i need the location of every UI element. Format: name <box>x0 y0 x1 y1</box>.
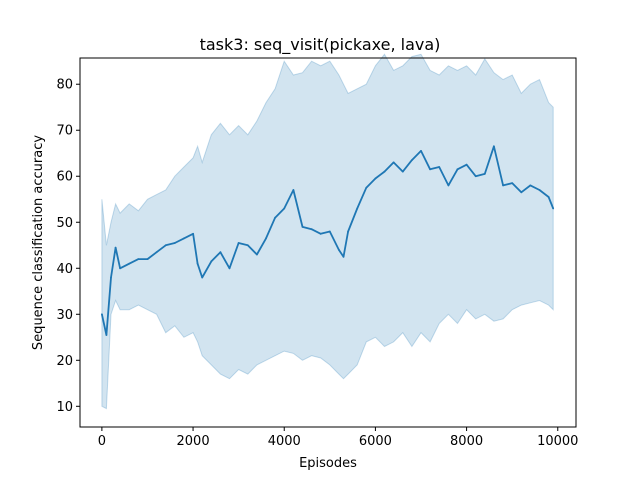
data-point <box>319 232 322 235</box>
data-point <box>347 230 349 233</box>
y-tick-label: 80 <box>56 78 73 93</box>
data-point <box>137 258 140 260</box>
data-point <box>338 249 340 251</box>
x-tick-label: 6000 <box>359 434 392 449</box>
data-point <box>101 313 103 316</box>
data-point <box>110 276 112 279</box>
data-point <box>246 244 249 247</box>
data-point <box>483 173 486 175</box>
data-point <box>511 182 514 185</box>
data-point <box>383 170 386 173</box>
y-tick-label: 40 <box>56 262 73 277</box>
axis-ticks: 0 2000 4000 6000 8000 10000 10 20 30 40 50 60 70 80 <box>56 78 578 449</box>
chart-title: task3: seq_visit(pickaxe, lava) <box>200 35 441 55</box>
data-point <box>146 258 149 260</box>
data-point <box>447 184 450 187</box>
y-tick-label: 50 <box>56 216 73 231</box>
x-tick-label: 0 <box>98 434 106 449</box>
x-tick-label: 8000 <box>450 434 483 449</box>
data-point <box>392 161 395 164</box>
data-point <box>420 150 422 152</box>
data-point <box>438 166 441 168</box>
data-point <box>310 228 313 231</box>
data-point <box>356 207 359 210</box>
data-point <box>342 255 345 258</box>
data-point <box>173 242 176 244</box>
data-point <box>196 262 199 265</box>
data-point <box>529 184 532 187</box>
y-tick-label: 10 <box>56 400 73 415</box>
plot-frame <box>79 57 577 428</box>
data-point <box>547 196 550 198</box>
data-point <box>155 251 158 254</box>
data-point <box>292 189 295 191</box>
data-point <box>401 170 404 173</box>
data-point <box>328 230 331 233</box>
data-point <box>429 168 431 171</box>
data-point <box>128 262 131 265</box>
data-point <box>105 334 108 336</box>
x-tick-label: 2000 <box>177 434 210 449</box>
data-point <box>552 207 555 210</box>
data-point <box>192 232 195 235</box>
data-point <box>374 177 377 180</box>
y-tick-label: 70 <box>56 124 73 139</box>
data-point <box>237 242 240 244</box>
data-point <box>119 267 121 270</box>
data-point <box>465 163 468 166</box>
data-point <box>164 244 167 247</box>
data-point <box>219 251 222 254</box>
data-point <box>538 189 541 191</box>
data-point <box>114 246 117 249</box>
data-point <box>520 191 523 194</box>
data-point <box>283 207 286 210</box>
data-point <box>411 159 413 162</box>
x-tick-label: 4000 <box>268 434 301 449</box>
data-point <box>183 237 185 240</box>
data-point <box>502 184 504 187</box>
data-point <box>201 276 204 279</box>
data-point <box>210 260 213 263</box>
data-point <box>274 216 276 219</box>
data-point <box>228 267 231 270</box>
y-axis-label: Sequence classification accuracy <box>31 135 46 350</box>
data-point <box>474 175 477 178</box>
data-point <box>365 186 368 189</box>
data-point <box>301 226 304 228</box>
data-point <box>493 145 495 148</box>
plot-area <box>101 53 555 410</box>
data-point <box>256 253 258 256</box>
data-point <box>456 168 459 171</box>
y-tick-label: 60 <box>56 170 73 185</box>
y-tick-label: 30 <box>56 308 73 323</box>
x-axis-label: Episodes <box>299 456 357 471</box>
data-point <box>265 237 267 240</box>
y-tick-label: 20 <box>56 354 73 369</box>
x-tick-label: 10000 <box>537 434 578 449</box>
